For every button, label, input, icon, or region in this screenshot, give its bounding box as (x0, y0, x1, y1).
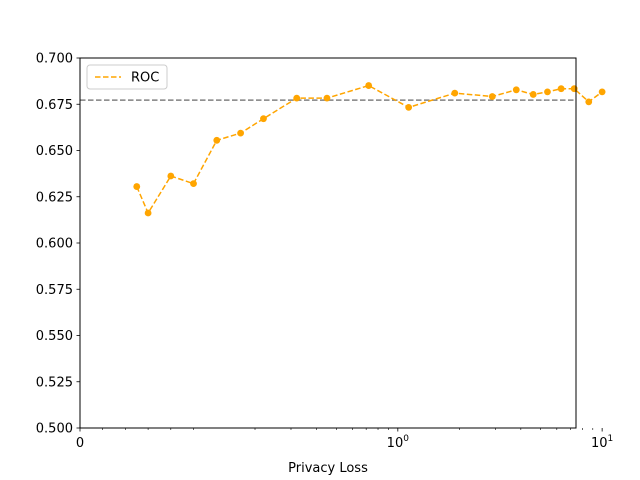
data-point (570, 85, 578, 93)
data-point (144, 209, 152, 217)
y-tick-label: 0.650 (36, 144, 73, 159)
legend: ROC (86, 64, 168, 90)
plot-background (80, 58, 576, 428)
y-tick-label: 0.700 (36, 52, 73, 67)
data-point (365, 82, 373, 89)
data-point (585, 98, 593, 106)
y-tick-label: 0.575 (36, 283, 73, 298)
data-point (237, 129, 244, 137)
data-point (293, 94, 301, 102)
series-line-0 (136, 84, 603, 215)
y-tick-label: 0.550 (36, 329, 73, 344)
y-tick-label: 0.625 (36, 190, 73, 205)
data-point (167, 172, 175, 180)
legend-box (86, 64, 168, 90)
x-axis-label: Privacy Loss (288, 461, 368, 476)
x-tick-label: 101 (591, 434, 613, 451)
data-point (544, 88, 551, 96)
data-point (405, 103, 413, 111)
legend-label-roc: ROC (131, 71, 159, 86)
data-point (323, 94, 331, 102)
data-point (213, 136, 221, 144)
data-point (512, 86, 520, 94)
data-point (557, 85, 565, 93)
x-tick-label: 100 (387, 434, 410, 451)
data-point (133, 183, 141, 190)
data-point (488, 93, 496, 100)
y-tick-label: 0.500 (36, 422, 73, 437)
data-point (260, 115, 267, 123)
data-point (190, 180, 197, 188)
series-layer (133, 82, 606, 217)
data-point (529, 91, 537, 98)
x-axis: 0 100 101 (76, 428, 613, 451)
data-point (598, 88, 606, 96)
y-tick-label: 0.600 (36, 237, 73, 252)
data-point (451, 89, 459, 97)
y-tick-label: 0.525 (36, 375, 73, 390)
y-tick-label: 0.675 (36, 98, 73, 113)
y-axis: 0.500 0.525 0.550 0.575 0.600 0.625 0.650 0.675… (36, 52, 80, 437)
x-tick-label: 0 (76, 436, 84, 451)
